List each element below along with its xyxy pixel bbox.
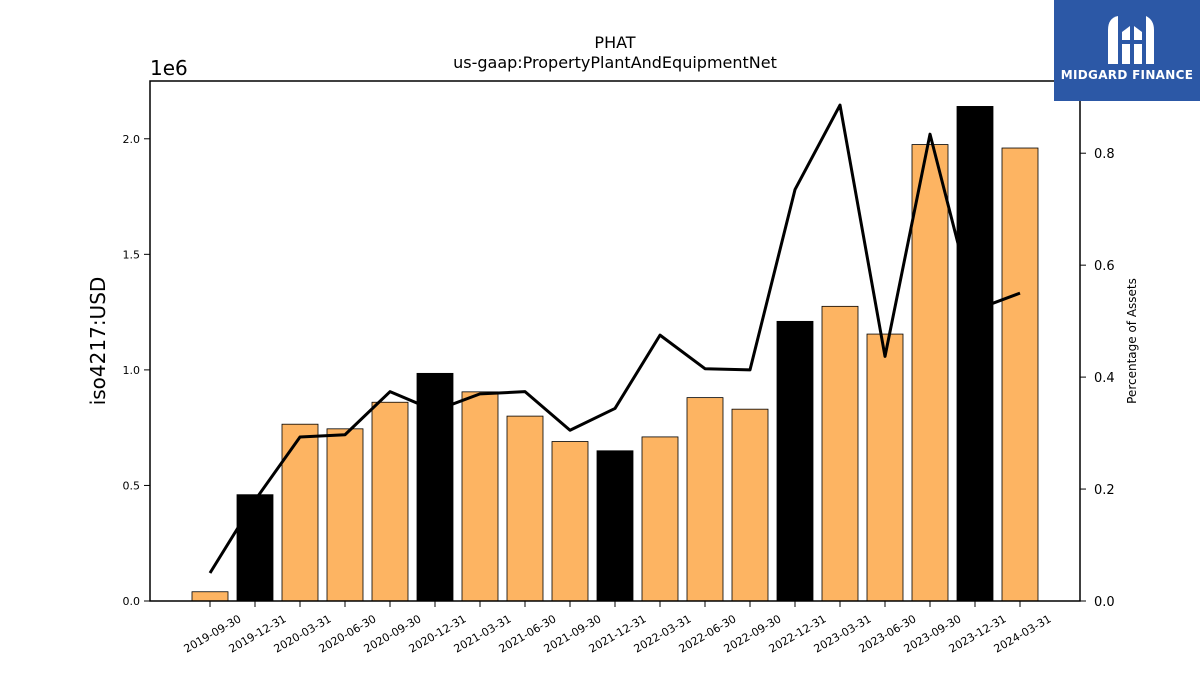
y-tick-label: 0.5 [123, 479, 141, 492]
line-layer [208, 103, 1021, 574]
bar [821, 305, 859, 602]
chart-subtitle: us-gaap:PropertyPlantAndEquipmentNet [453, 53, 777, 72]
bar [956, 106, 994, 602]
y-tick-label-right: 0.6 [1094, 259, 1115, 274]
y-tick-label-right: 0.4 [1094, 371, 1115, 386]
bar [731, 408, 769, 602]
y-tick-label: 2.0 [123, 133, 141, 146]
bar [281, 423, 319, 602]
y-tick-label-right: 0.2 [1094, 483, 1115, 498]
y-axis-label-right: Percentage of Assets [1125, 278, 1139, 404]
bar [596, 450, 634, 602]
y-tick-label-right: 0.0 [1094, 595, 1115, 610]
y-axis-label: iso4217:USD [86, 277, 110, 406]
bar [371, 401, 409, 602]
bar [551, 441, 589, 602]
bar [776, 320, 814, 602]
y-offset-label: 1e6 [150, 56, 188, 80]
bar [191, 591, 229, 602]
bar [686, 397, 724, 602]
bar [911, 144, 949, 602]
bar [506, 415, 544, 602]
y-tick-label: 1.0 [123, 364, 141, 377]
bar [236, 494, 274, 602]
percentage-line [208, 103, 1021, 574]
y-tick-label: 0.0 [123, 595, 141, 608]
y-tick-label: 1.5 [123, 248, 141, 261]
bars-layer [191, 106, 1039, 602]
brand-logo: MIDGARD FINANCE [1054, 0, 1200, 101]
bar [461, 391, 499, 602]
chart-title: PHAT [594, 33, 635, 52]
bar [1001, 147, 1039, 602]
bar [641, 436, 679, 602]
logo-mark-icon [1108, 16, 1154, 64]
y-tick-label-right: 0.8 [1094, 147, 1115, 162]
logo-text: MIDGARD FINANCE [1060, 68, 1194, 82]
bar [866, 333, 904, 602]
bar [326, 428, 364, 602]
